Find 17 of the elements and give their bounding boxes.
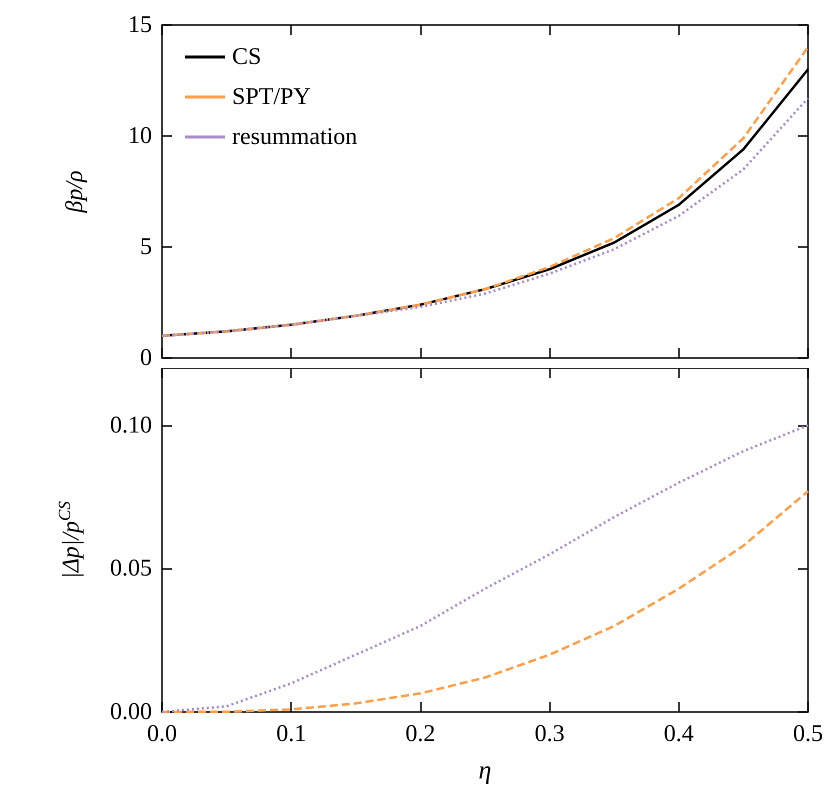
y-tick-label: 5	[140, 234, 152, 260]
y-tick-label: 0.05	[110, 556, 152, 582]
x-tick-label: 0.4	[664, 721, 694, 747]
x-tick-label: 0.1	[276, 721, 306, 747]
x-tick-label: 0.3	[534, 721, 565, 747]
legend-label: SPT/PY	[232, 84, 311, 110]
y-tick-label: 10	[128, 123, 152, 149]
legend-label: resummation	[232, 124, 358, 150]
x-tick-label: 0.5	[793, 721, 823, 747]
y-tick-label: 0.10	[110, 412, 152, 438]
y-tick-label: 15	[128, 12, 152, 38]
x-tick-label: 0.2	[405, 721, 436, 747]
legend-label: CS	[232, 44, 262, 70]
y-axis-title: |Δp|/pCS	[55, 500, 84, 579]
y-axis-title: βp/ρ	[62, 170, 88, 214]
y-tick-label: 0	[140, 345, 152, 371]
x-axis-title: η	[478, 756, 492, 784]
